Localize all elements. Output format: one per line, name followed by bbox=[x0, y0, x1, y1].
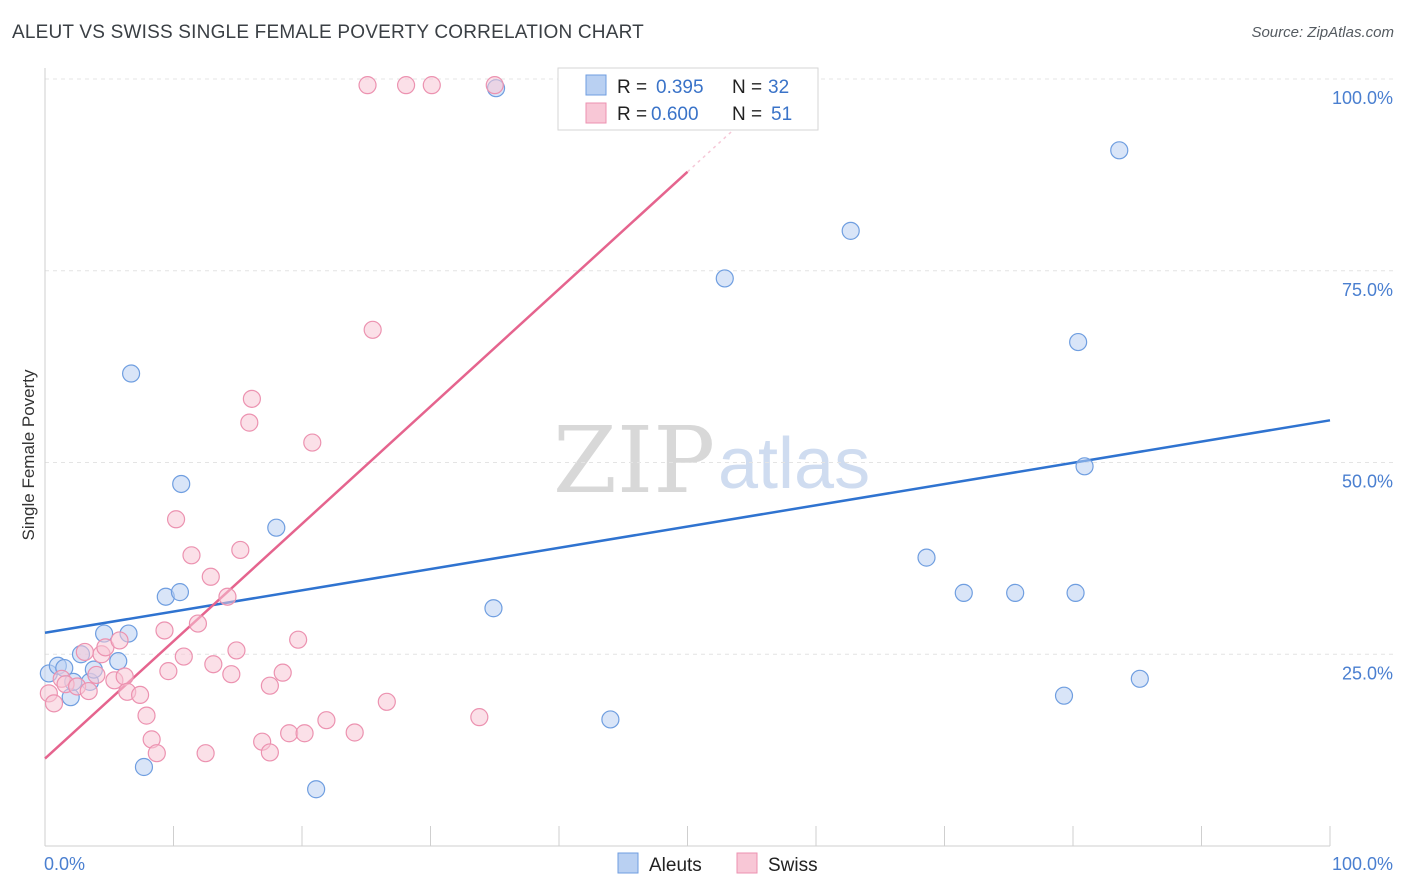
swiss-point bbox=[182, 546, 201, 565]
swiss-point bbox=[227, 641, 246, 660]
aleut-point bbox=[1130, 669, 1149, 688]
swiss-point bbox=[231, 540, 250, 560]
aleut-point bbox=[1075, 457, 1094, 476]
swiss-point bbox=[79, 681, 98, 701]
swiss-point bbox=[242, 389, 261, 408]
y-tick-label: 100.0% bbox=[1332, 88, 1393, 108]
aleut-n-label: N = bbox=[732, 77, 762, 98]
swiss-trend-extension bbox=[686, 124, 740, 173]
swiss-point bbox=[130, 685, 150, 705]
aleuts-legend-label: Aleuts bbox=[649, 855, 702, 876]
aleut-point bbox=[267, 518, 286, 537]
aleut-point bbox=[1066, 583, 1085, 602]
swiss-r-label: R = bbox=[617, 104, 647, 125]
swiss-r-value: 0.600 bbox=[651, 104, 699, 125]
aleut-point bbox=[1069, 332, 1088, 352]
y-tick-label: 50.0% bbox=[1342, 472, 1393, 492]
aleut-point bbox=[307, 780, 326, 799]
x-tick-label-max: 100.0% bbox=[1332, 854, 1393, 874]
swiss-point bbox=[110, 631, 129, 650]
chart-title: ALEUT VS SWISS SINGLE FEMALE POVERTY COR… bbox=[12, 22, 644, 43]
swiss-point bbox=[358, 76, 377, 95]
aleut-legend-swatch bbox=[585, 74, 607, 96]
swiss-point bbox=[422, 76, 441, 95]
aleut-point bbox=[954, 583, 973, 602]
swiss-point bbox=[470, 708, 489, 727]
swiss-point bbox=[396, 76, 416, 95]
swiss-point bbox=[222, 665, 241, 684]
swiss-point bbox=[363, 320, 382, 339]
x-tick-label-min: 0.0% bbox=[44, 854, 85, 874]
swiss-point bbox=[260, 676, 279, 695]
aleut-r-value: 0.395 bbox=[656, 77, 704, 98]
y-tick-label: 75.0% bbox=[1342, 280, 1393, 300]
swiss-point bbox=[204, 655, 223, 674]
swiss-series-legend-label: Swiss bbox=[768, 855, 818, 876]
swiss-point bbox=[201, 567, 220, 586]
aleut-point bbox=[715, 269, 734, 288]
swiss-point bbox=[317, 711, 336, 730]
aleut-point bbox=[484, 599, 503, 618]
swiss-n-label: N = bbox=[732, 104, 762, 125]
swiss-point bbox=[147, 744, 166, 763]
aleut-point bbox=[172, 474, 191, 494]
swiss-series-legend-swatch bbox=[736, 852, 758, 874]
swiss-point bbox=[87, 665, 106, 685]
aleut-point bbox=[1054, 686, 1074, 705]
swiss-point bbox=[188, 614, 208, 633]
swiss-point bbox=[159, 662, 178, 681]
aleut-n-value: 32 bbox=[768, 77, 789, 98]
swiss-point bbox=[196, 744, 215, 763]
series-legend: Aleuts Swiss bbox=[617, 852, 818, 876]
swiss-point bbox=[115, 667, 134, 686]
aleut-r-label: R = bbox=[617, 77, 647, 98]
source-credit: Source: ZipAtlas.com bbox=[1251, 24, 1394, 41]
trend-lines bbox=[44, 124, 1331, 760]
swiss-point bbox=[218, 587, 237, 606]
swiss-point bbox=[240, 413, 259, 432]
gridlines bbox=[45, 78, 1393, 655]
aleut-point bbox=[917, 548, 936, 567]
aleut-point bbox=[1006, 583, 1025, 602]
aleut-trend-line bbox=[44, 419, 1331, 635]
swiss-point bbox=[155, 621, 174, 640]
aleut-point bbox=[601, 710, 620, 729]
swiss-point bbox=[289, 630, 308, 649]
axes bbox=[44, 68, 1331, 847]
swiss-point bbox=[485, 76, 504, 95]
aleut-point bbox=[109, 652, 128, 671]
y-tick-label: 25.0% bbox=[1342, 663, 1393, 683]
swiss-n-value: 51 bbox=[771, 104, 792, 125]
aleut-point bbox=[121, 364, 141, 383]
watermark-atlas: atlas bbox=[718, 424, 870, 504]
swiss-point bbox=[273, 663, 292, 682]
aleut-point bbox=[1110, 141, 1129, 160]
swiss-point bbox=[44, 694, 64, 713]
swiss-point bbox=[280, 724, 299, 743]
swiss-point bbox=[295, 724, 314, 743]
swiss-points bbox=[39, 76, 660, 763]
aleuts-legend-swatch bbox=[617, 852, 639, 874]
aleut-point bbox=[170, 583, 190, 602]
swiss-point bbox=[303, 433, 322, 452]
swiss-point bbox=[137, 706, 156, 725]
aleut-point bbox=[841, 221, 860, 240]
swiss-point bbox=[345, 723, 364, 742]
stats-legend: R = 0.395 N = 32 R = 0.600 N = 51 bbox=[557, 67, 819, 131]
swiss-trend-line bbox=[44, 170, 689, 760]
y-axis-label: Single Female Poverty bbox=[19, 369, 38, 541]
swiss-legend-swatch bbox=[585, 102, 607, 124]
swiss-point bbox=[260, 743, 279, 762]
watermark-zip: ZIP bbox=[553, 407, 715, 514]
y-tick-labels: 25.0% 50.0% 75.0% 100.0% bbox=[1332, 88, 1393, 683]
swiss-point bbox=[75, 642, 94, 662]
aleut-point bbox=[134, 757, 154, 777]
swiss-point bbox=[377, 692, 396, 711]
swiss-point bbox=[174, 647, 193, 666]
swiss-point bbox=[166, 510, 186, 529]
